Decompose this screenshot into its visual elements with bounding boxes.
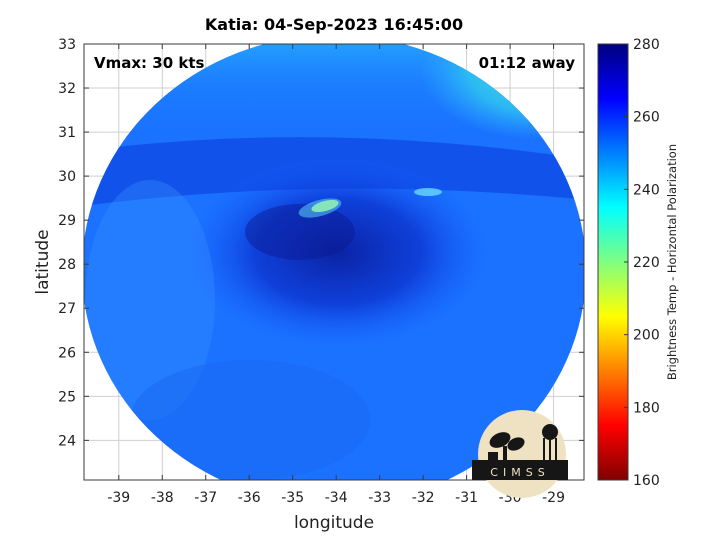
logo-satellite-dish bbox=[488, 432, 525, 462]
y-tick-label: 28 bbox=[58, 257, 76, 273]
y-tick-label: 29 bbox=[58, 213, 76, 229]
x-tick-label: -33 bbox=[368, 490, 391, 506]
swath-warm-halo bbox=[298, 198, 342, 218]
x-tick-label: -38 bbox=[151, 490, 174, 506]
colorbar-tick-label: 200 bbox=[633, 328, 660, 344]
cimss-logo: CIMSS bbox=[472, 410, 568, 498]
time-away-label: 01:12 away bbox=[479, 54, 576, 72]
x-tick-label: -29 bbox=[542, 490, 565, 506]
colorbar bbox=[597, 43, 629, 481]
y-tick-label: 30 bbox=[58, 169, 76, 185]
y-axis-label: latitude bbox=[33, 229, 53, 294]
logo-ground bbox=[472, 460, 568, 480]
x-tick-label: -34 bbox=[325, 490, 348, 506]
x-tick-label: -31 bbox=[455, 490, 478, 506]
y-tick-label: 31 bbox=[58, 125, 76, 141]
swath-west-lighter bbox=[85, 180, 215, 420]
colorbar-tick-label: 240 bbox=[633, 182, 660, 198]
y-tick-label: 32 bbox=[58, 81, 76, 97]
y-tick-label: 27 bbox=[58, 301, 76, 317]
y-tick-label: 25 bbox=[58, 389, 76, 405]
colorbar-tick-label: 220 bbox=[633, 255, 660, 271]
y-tick-label: 33 bbox=[58, 37, 76, 53]
colorbar-ticks: 160 180 200 220 240 260 280 bbox=[624, 37, 660, 489]
x-tick-label: -37 bbox=[194, 490, 217, 506]
swath-south bbox=[130, 360, 370, 480]
axes-frame bbox=[83, 43, 585, 481]
x-tick-label: -36 bbox=[238, 490, 261, 506]
y-tick-label: 24 bbox=[58, 433, 76, 449]
swath-warm-streak bbox=[414, 188, 442, 196]
colorbar-label: Brightness Temp - Horizontal Polarizatio… bbox=[665, 144, 679, 380]
colorbar-tick-label: 180 bbox=[633, 400, 660, 416]
colorbar-tick-label: 260 bbox=[633, 110, 660, 126]
map-title: Katia: 04-Sep-2023 16:45:00 bbox=[205, 15, 463, 34]
swath-core-inner bbox=[245, 204, 355, 260]
colorbar-tick-label: 280 bbox=[633, 37, 660, 53]
x-tick-label: -32 bbox=[412, 490, 435, 506]
y-tick-label: 26 bbox=[58, 345, 76, 361]
x-axis-label: longitude bbox=[294, 513, 374, 533]
x-axis-ticks: -39 -38 -37 -36 -35 -34 -33 -32 -31 -30 -29 bbox=[107, 44, 565, 506]
y-axis-ticks: 24 25 26 27 28 29 30 31 32 33 bbox=[58, 37, 584, 449]
x-tick-label: -39 bbox=[107, 490, 130, 506]
swath-storm-core bbox=[188, 157, 488, 347]
logo-water-tower bbox=[542, 424, 558, 462]
vmax-label: Vmax: 30 kts bbox=[94, 54, 204, 72]
colorbar-tick-label: 160 bbox=[633, 473, 660, 489]
logo-text: CIMSS bbox=[490, 466, 549, 479]
x-tick-label: -35 bbox=[281, 490, 304, 506]
